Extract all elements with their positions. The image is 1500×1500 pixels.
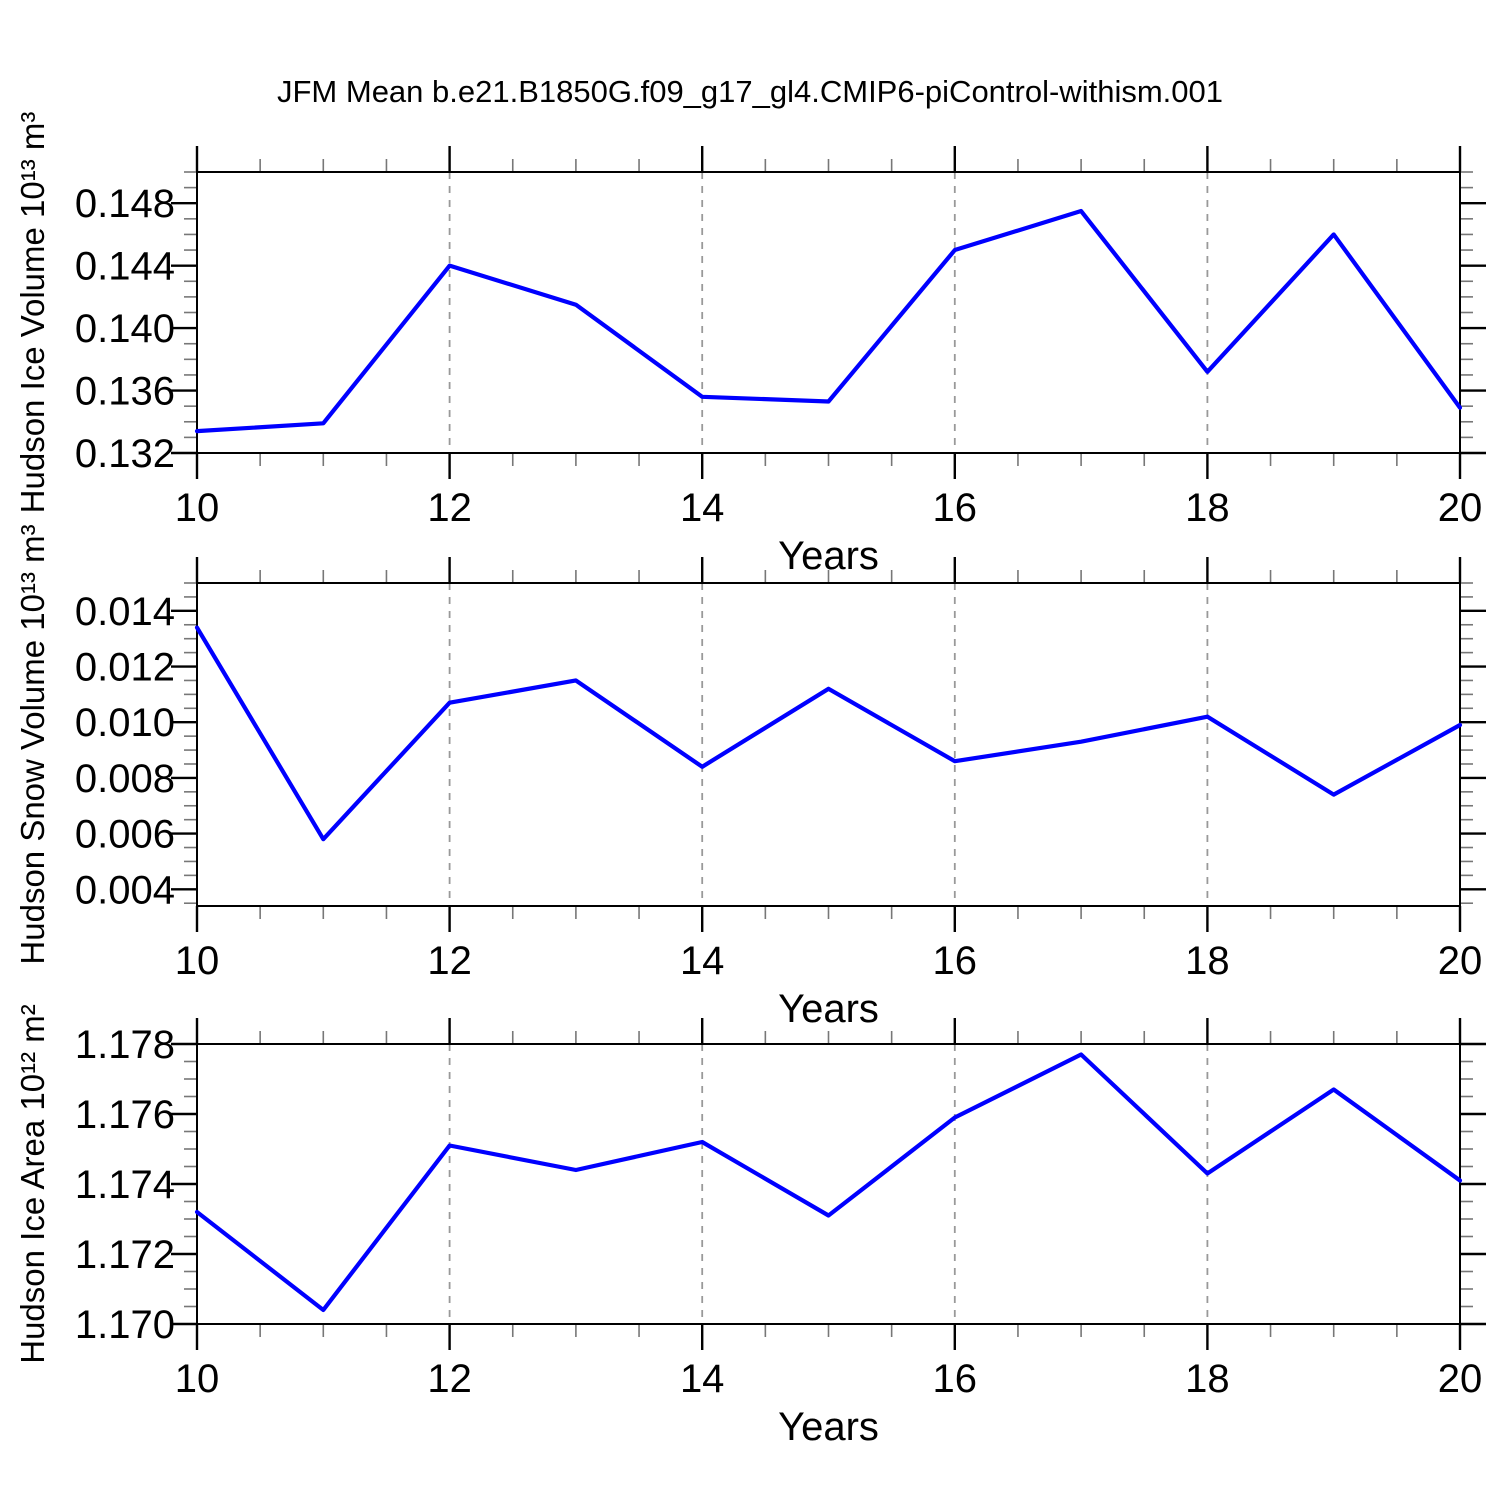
x-tick-label: 20 bbox=[1438, 486, 1483, 530]
axis-labels: 1.170 1.172 1.174 1.176 1.178 10 12 14 16 18 20 Yea… bbox=[14, 1004, 1482, 1449]
y-tick-label: 0.004 bbox=[75, 868, 175, 912]
gridlines bbox=[448, 583, 1209, 906]
y-axis-title: Hudson Snow Volume 10¹³ m³ bbox=[14, 524, 51, 964]
y-tick-label: 0.008 bbox=[75, 757, 175, 801]
ticks bbox=[171, 1018, 1486, 1350]
plot-frame bbox=[196, 1043, 1461, 1325]
y-tick-label: 0.014 bbox=[75, 590, 175, 634]
y-tick-label: 1.176 bbox=[75, 1093, 175, 1137]
x-tick-label: 14 bbox=[680, 1357, 725, 1401]
x-tick-label: 12 bbox=[427, 1357, 472, 1401]
plot-frame bbox=[196, 171, 1461, 454]
x-tick-label: 18 bbox=[1185, 939, 1230, 983]
x-tick-label: 10 bbox=[175, 939, 220, 983]
x-tick-label: 14 bbox=[680, 486, 725, 530]
x-tick-label: 16 bbox=[933, 939, 978, 983]
x-tick-label: 10 bbox=[175, 486, 220, 530]
y-tick-label: 1.170 bbox=[75, 1303, 175, 1347]
y-tick-label: 1.178 bbox=[75, 1023, 175, 1067]
y-tick-label: 0.140 bbox=[75, 307, 175, 351]
x-tick-label: 20 bbox=[1438, 939, 1483, 983]
ticks bbox=[171, 146, 1486, 479]
data-line-hudson-ice-area bbox=[194, 1052, 1463, 1313]
y-tick-label: 1.172 bbox=[75, 1233, 175, 1277]
y-axis-title: Hudson Ice Volume 10¹³ m³ bbox=[14, 112, 51, 514]
x-tick-label: 12 bbox=[427, 486, 472, 530]
x-tick-label: 16 bbox=[933, 486, 978, 530]
y-tick-label: 0.132 bbox=[75, 432, 175, 476]
gridlines bbox=[448, 172, 1209, 453]
y-tick-label: 0.144 bbox=[75, 245, 175, 289]
y-axis-title: Hudson Ice Area 10¹² m² bbox=[14, 1004, 51, 1364]
x-tick-label: 14 bbox=[680, 939, 725, 983]
x-axis-title: Years bbox=[778, 987, 879, 1031]
panel-3: 1.170 1.172 1.174 1.176 1.178 10 12 14 16 18 20 Yea… bbox=[14, 1004, 1486, 1449]
data-line-hudson-ice-volume bbox=[194, 208, 1463, 434]
x-tick-label: 16 bbox=[933, 1357, 978, 1401]
y-tick-label: 1.174 bbox=[75, 1163, 175, 1207]
x-tick-label: 10 bbox=[175, 1357, 220, 1401]
y-tick-label: 0.136 bbox=[75, 370, 175, 414]
y-tick-label: 0.012 bbox=[75, 646, 175, 690]
data-line-hudson-snow-volume bbox=[194, 625, 1463, 842]
plot-frame bbox=[196, 582, 1461, 907]
x-tick-label: 12 bbox=[427, 939, 472, 983]
x-tick-label: 20 bbox=[1438, 1357, 1483, 1401]
ticks bbox=[171, 557, 1486, 932]
figure-title: JFM Mean b.e21.B1850G.f09_g17_gl4.CMIP6-… bbox=[277, 74, 1223, 109]
y-tick-label: 0.006 bbox=[75, 813, 175, 857]
y-tick-label: 0.148 bbox=[75, 182, 175, 226]
x-tick-label: 18 bbox=[1185, 486, 1230, 530]
x-axis-title: Years bbox=[778, 1405, 879, 1449]
x-tick-label: 18 bbox=[1185, 1357, 1230, 1401]
y-tick-label: 0.010 bbox=[75, 701, 175, 745]
panel-2: 0.004 0.006 0.008 0.010 0.012 0.014 10 12 14 16 18… bbox=[14, 524, 1486, 1031]
axis-labels: 0.004 0.006 0.008 0.010 0.012 0.014 10 12 14 16 18… bbox=[14, 524, 1482, 1031]
gridlines bbox=[448, 1044, 1209, 1324]
